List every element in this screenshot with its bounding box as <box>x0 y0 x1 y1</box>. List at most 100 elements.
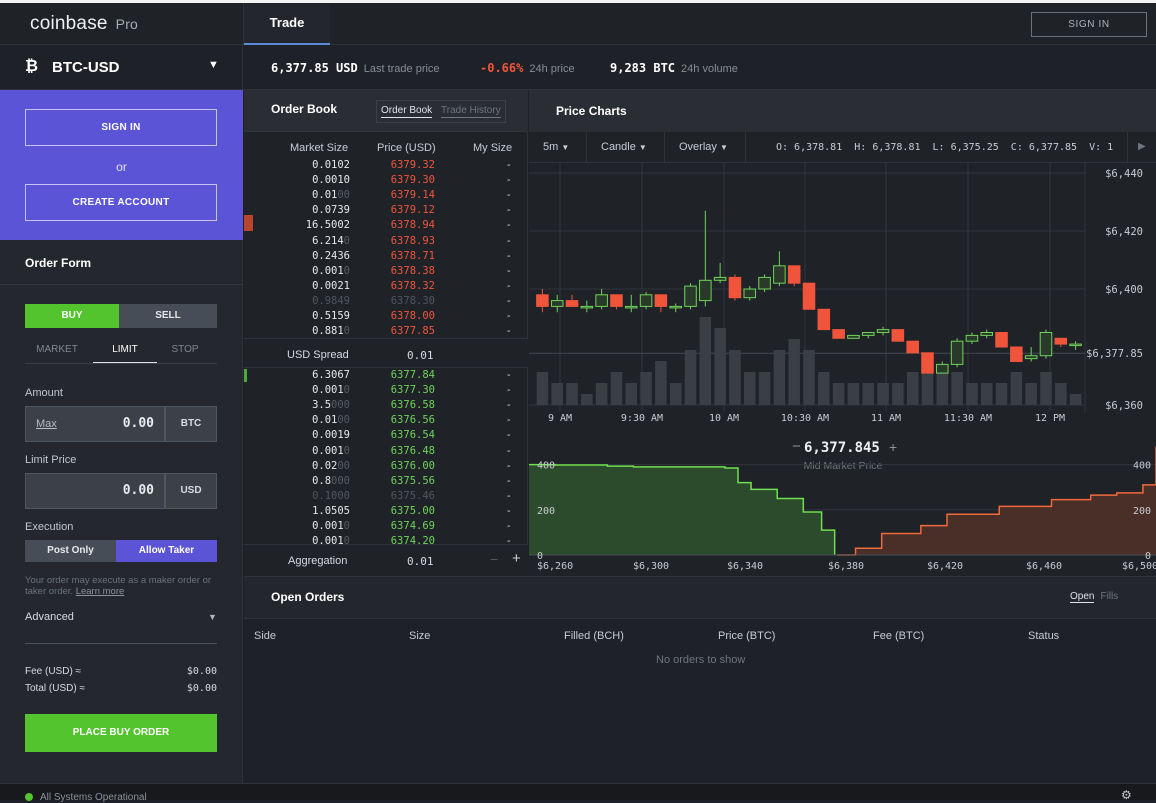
ask-row[interactable]: 0.9849 6378.30 - <box>244 294 528 309</box>
max-link[interactable]: Max <box>36 418 57 430</box>
header-sign-in-button[interactable]: SIGN IN <box>1031 12 1147 37</box>
size-cell: 16.5002 <box>306 219 350 231</box>
ticker-bar: ₿ BTC-USD ▼ 6,377.85 USD Last trade price… <box>0 45 1156 90</box>
bitcoin-icon: ₿ <box>25 58 39 75</box>
ask-row[interactable]: 0.0100 6379.14 - <box>244 188 528 203</box>
size-trailing-zeros: 000 <box>331 474 350 487</box>
depth-x-tick-label: $6,380 <box>828 561 864 572</box>
market-size: 0.02 <box>312 459 338 472</box>
candle-body <box>699 279 712 302</box>
learn-more-link[interactable]: Learn more <box>75 586 125 597</box>
bid-row[interactable]: 0.8000 6375.56 - <box>244 474 528 489</box>
logo[interactable]: coinbase Pro <box>30 13 138 35</box>
candle-body <box>847 334 860 339</box>
my-size: - <box>505 399 512 412</box>
amount-field[interactable]: Max 0.00 <box>25 406 165 442</box>
bid-row[interactable]: 1.0505 6375.00 - <box>244 504 528 519</box>
chevron-right-icon[interactable]: ▶ <box>1138 141 1146 152</box>
post-only-button[interactable]: Post Only <box>25 540 116 562</box>
tab-trade[interactable]: Trade <box>244 3 330 45</box>
bid-row[interactable]: 0.0019 6376.54 - <box>244 428 528 443</box>
bid-row[interactable]: 0.0010 6374.20 - <box>244 534 528 549</box>
bid-row[interactable]: 3.5000 6376.58 - <box>244 398 528 413</box>
tab-trade-history[interactable]: Trade History <box>441 105 501 118</box>
interval-dropdown[interactable]: 5m ▼ <box>543 141 570 153</box>
place-buy-order-button[interactable]: PLACE BUY ORDER <box>25 714 217 752</box>
chevron-down-icon[interactable]: ▼ <box>208 612 217 622</box>
market-size: 0.8 <box>312 474 332 487</box>
overlay-dropdown[interactable]: Overlay ▼ <box>679 141 728 153</box>
market-size: 0.0021 <box>312 279 350 292</box>
market-size: 0.001 <box>312 384 344 397</box>
volume-bar <box>951 372 963 405</box>
bid-row[interactable]: 0.0100 6376.56 - <box>244 413 528 428</box>
price: 6378.93 <box>390 234 435 247</box>
ask-row[interactable]: 0.0021 6378.32 - <box>244 279 528 294</box>
order-type-market[interactable]: MARKET <box>36 344 78 355</box>
volume-bar <box>803 350 815 405</box>
aggregation-decrease-button[interactable]: − <box>490 551 499 567</box>
aggregation-increase-button[interactable]: + <box>512 550 521 567</box>
candle-body <box>1024 355 1038 360</box>
limit-price-field[interactable]: 0.00 <box>25 473 165 509</box>
bid-row[interactable]: 0.0200 6376.00 - <box>244 459 528 474</box>
candle-body <box>624 305 638 309</box>
chart-area[interactable]: $6,440 $6,420 $6,400 $6,377.85 $6,360 9 AM 9:… <box>529 163 1156 576</box>
my-size: - <box>505 369 512 381</box>
price: 6378.94 <box>390 219 435 232</box>
pair-selector[interactable]: ₿ BTC-USD ▼ <box>0 45 243 90</box>
header-divider <box>243 3 244 45</box>
size-cell: 0.0010 <box>312 445 350 457</box>
candle-body <box>1054 337 1068 345</box>
gear-icon[interactable]: ⚙ <box>1121 788 1132 802</box>
ask-row[interactable]: 0.2436 6378.71 - <box>244 249 528 264</box>
bid-row[interactable]: 6.3067 6377.84 - <box>244 368 528 383</box>
divider <box>586 132 587 162</box>
tab-open[interactable]: Open <box>1070 591 1095 603</box>
my-size: - <box>505 429 512 442</box>
advanced-toggle[interactable]: Advanced <box>25 611 74 623</box>
bid-row[interactable]: 0.0010 6374.69 - <box>244 519 528 534</box>
size-cell: 1.0505 <box>312 505 350 517</box>
divider <box>0 284 243 285</box>
ask-row[interactable]: 0.0739 6379.12 - <box>244 203 528 218</box>
sign-in-button[interactable]: SIGN IN <box>25 109 217 146</box>
ask-row[interactable]: 0.8810 6377.85 - <box>244 324 528 339</box>
app-header: coinbase Pro Trade SIGN IN <box>0 3 1156 45</box>
ask-row[interactable]: 0.5159 6378.00 - <box>244 309 528 324</box>
depth-y-tick-label: 400 <box>537 461 555 472</box>
ask-row[interactable]: 16.5002 6378.94 - <box>244 218 528 233</box>
allow-taker-button[interactable]: Allow Taker <box>116 540 217 562</box>
ask-row[interactable]: 6.2140 6378.93 - <box>244 234 528 249</box>
chart-type-dropdown[interactable]: Candle ▼ <box>601 141 647 153</box>
size-cell: 0.8810 <box>312 325 350 337</box>
ask-depth-bar <box>244 215 253 231</box>
size-trailing-zeros: 0 <box>343 520 350 532</box>
ask-row[interactable]: 0.0010 6378.38 - <box>244 264 528 279</box>
size-cell: 0.8000 <box>312 475 350 487</box>
order-type-stop[interactable]: STOP <box>171 344 199 355</box>
market-size: 0.001 <box>312 264 344 277</box>
sell-button[interactable]: SELL <box>119 304 217 328</box>
ask-row[interactable]: 0.0010 6379.30 - <box>244 173 528 188</box>
create-account-button[interactable]: CREATE ACCOUNT <box>25 184 217 221</box>
buy-button[interactable]: BUY <box>25 304 119 328</box>
candle-body <box>1039 332 1053 357</box>
x-tick-label: 11:30 AM <box>944 413 992 424</box>
mid-price-increase-button[interactable]: + <box>889 439 897 455</box>
bid-row[interactable]: 0.0010 6377.30 - <box>244 383 528 398</box>
aggregation-value: 0.01 <box>407 555 434 568</box>
candle-body <box>817 308 831 331</box>
order-type-limit[interactable]: LIMIT <box>93 344 157 364</box>
mid-price-decrease-button[interactable]: − <box>792 438 801 455</box>
auth-panel: SIGN IN or CREATE ACCOUNT <box>0 90 243 240</box>
volume-bar <box>640 372 652 405</box>
ask-row[interactable]: 0.0102 6379.32 - <box>244 158 528 173</box>
tab-order-book[interactable]: Order Book <box>381 105 433 118</box>
market-size: 0.01 <box>312 189 338 202</box>
y-tick-label: $6,440 <box>1105 168 1143 180</box>
bid-row[interactable]: 0.1000 6375.46 - <box>244 489 528 504</box>
tab-fills[interactable]: Fills <box>1100 591 1119 602</box>
bid-row[interactable]: 0.0010 6376.48 - <box>244 444 528 459</box>
my-size: - <box>505 159 512 171</box>
